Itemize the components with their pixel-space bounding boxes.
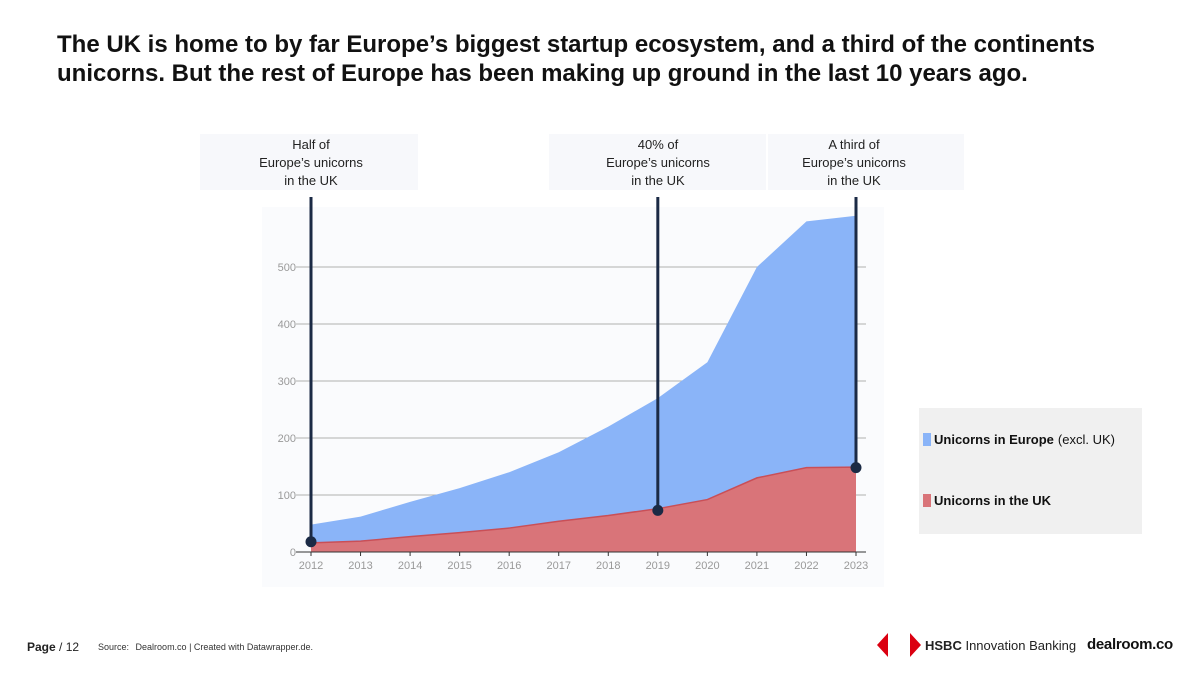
page-indicator: Page / 12 <box>27 640 79 654</box>
x-tick-label-2023: 2023 <box>844 560 868 572</box>
x-tick-label-2022: 2022 <box>794 560 818 572</box>
x-tick-label-2019: 2019 <box>646 560 670 572</box>
legend-label-europe: Unicorns in Europe <box>934 432 1054 447</box>
y-tick-label-0: 0 <box>290 547 296 559</box>
annotation-box-2019 <box>549 134 766 190</box>
dealroom-logo: dealroom.co <box>1087 636 1173 653</box>
page-label: Page <box>27 640 56 654</box>
annotation-2019: 40% of Europe’s unicorns in the UK <box>568 136 748 190</box>
annotation-2012-line-1: Half of <box>292 137 330 152</box>
annotation-2012-line-2: Europe’s unicorns <box>259 155 363 170</box>
x-tick-label-2013: 2013 <box>348 560 372 572</box>
x-tick-label-2016: 2016 <box>497 560 521 572</box>
annotation-2019-line-3: in the UK <box>631 173 685 188</box>
legend-swatch-uk <box>923 494 931 507</box>
y-tick-label-500: 500 <box>278 262 296 274</box>
legend-note-europe: (excl. UK) <box>1057 432 1115 447</box>
x-tick-label-2017: 2017 <box>546 560 570 572</box>
annotation-box-2012 <box>200 134 418 190</box>
hsbc-hexagon-icon <box>877 633 921 657</box>
chart-legend: Unicorns in Europe (excl. UK) Unicorns i… <box>919 408 1142 534</box>
source-text: Dealroom.co | Created with Datawrapper.d… <box>135 642 313 652</box>
annotation-marker-2012 <box>305 536 317 548</box>
x-tick-label-2021: 2021 <box>745 560 769 572</box>
line-uk <box>310 466 857 544</box>
annotation-2019-line-1: 40% of <box>637 137 679 152</box>
hsbc-sub: Innovation Banking <box>965 637 1077 653</box>
legend-item-uk: Unicorns in the UK <box>923 493 1051 508</box>
x-tick-label-2020: 2020 <box>695 560 719 572</box>
y-tick-label-400: 400 <box>278 319 296 331</box>
y-tick-label-200: 200 <box>278 433 296 445</box>
annotation-2023-line-1: A third of <box>828 137 880 152</box>
annotation-2023-line-3: in the UK <box>827 173 881 188</box>
area-uk <box>311 467 856 552</box>
legend-swatch-europe <box>923 433 931 446</box>
area-europe <box>311 215 856 552</box>
page-separator: / <box>59 640 63 654</box>
page-number: 12 <box>65 640 80 654</box>
y-tick-label-300: 300 <box>278 376 296 388</box>
annotation-2023-line-2: Europe’s unicorns <box>802 155 906 170</box>
annotation-2023: A third of Europe’s unicorns in the UK <box>764 136 944 190</box>
annotation-2019-line-2: Europe’s unicorns <box>606 155 710 170</box>
y-tick-label-100: 100 <box>278 490 296 502</box>
x-tick-label-2014: 2014 <box>398 560 422 572</box>
legend-item-europe: Unicorns in Europe (excl. UK) <box>923 432 1115 447</box>
hsbc-brand: HSBC <box>925 637 962 653</box>
source-note: Source: Dealroom.co | Created with Dataw… <box>98 642 317 652</box>
legend-label-uk: Unicorns in the UK <box>934 493 1052 508</box>
x-tick-label-2015: 2015 <box>447 560 471 572</box>
x-tick-label-2018: 2018 <box>596 560 620 572</box>
hsbc-logo: HSBC Innovation Banking <box>877 633 1076 657</box>
source-label: Source: <box>98 642 130 652</box>
hsbc-wordmark: HSBC Innovation Banking <box>925 638 1076 653</box>
annotation-2012-line-3: in the UK <box>284 173 338 188</box>
annotation-2012: Half of Europe’s unicorns in the UK <box>221 136 401 190</box>
annotation-marker-2023 <box>850 462 862 474</box>
page-title: The UK is home to by far Europe’s bigges… <box>57 31 1095 87</box>
annotation-marker-2019 <box>652 504 664 516</box>
annotation-box-2023 <box>768 134 964 190</box>
x-tick-label-2012: 2012 <box>299 560 323 572</box>
